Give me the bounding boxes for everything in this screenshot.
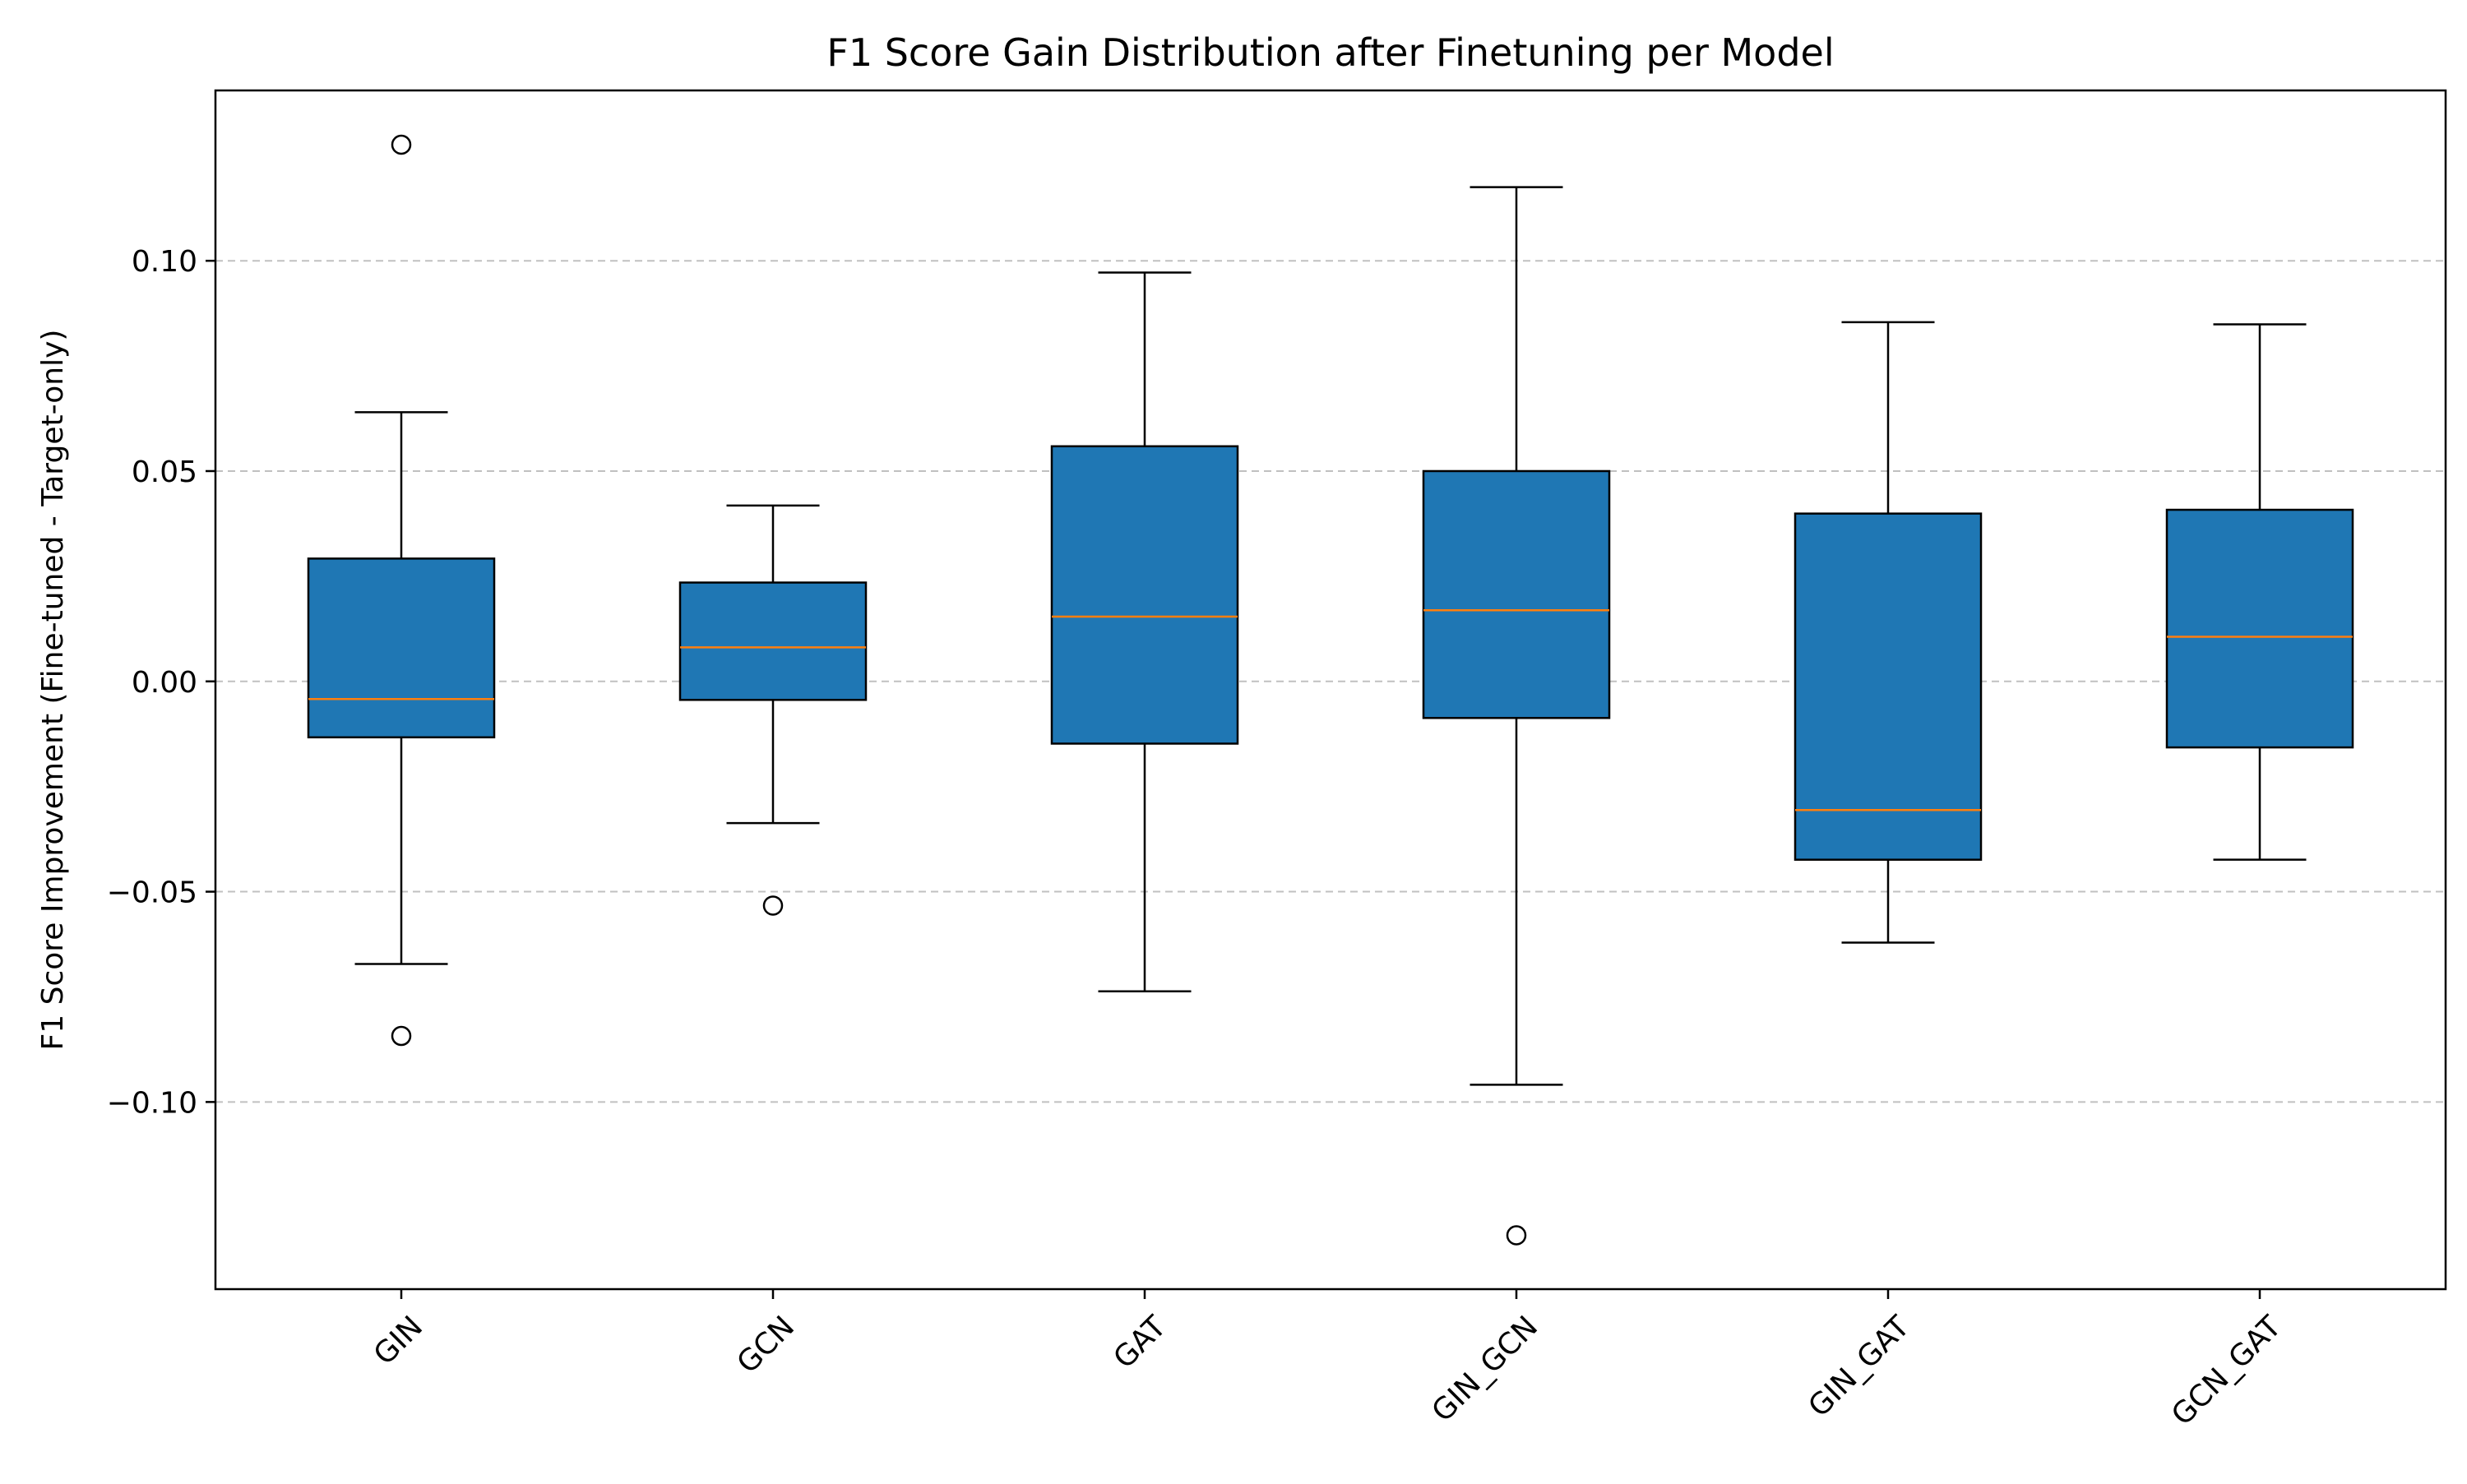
y-tick-label: −0.05 [107,876,197,910]
outlier-point [1506,1225,1527,1246]
box-iqr [1050,445,1239,745]
x-tick-label: GAT [1107,1309,1173,1375]
y-tick-label: 0.00 [132,666,197,700]
x-axis-ticks: GIN GCN GAT GIN_GCN GIN_GAT GCN_GAT [368,1289,2289,1432]
box-iqr [307,557,496,739]
box-iqr [2165,508,2354,749]
box-group [1794,321,1983,944]
x-tick-label: GCN_GAT [2165,1309,2289,1432]
outlier-point [391,134,412,155]
box-group [307,134,496,1047]
grid-lines [215,260,2446,1103]
y-tick-label: −0.10 [107,1086,197,1120]
box-iqr [678,581,868,701]
y-tick-label: 0.05 [132,455,197,489]
y-axis-label: F1 Score Improvement (Fine-tuned - Targe… [36,330,70,1051]
box-group [1050,271,1239,993]
box-iqr [1422,469,1611,719]
x-tick-label: GIN_GCN [1426,1310,1545,1429]
box-series [307,134,2354,1246]
box-iqr [1794,512,1983,861]
x-tick-label: GIN [368,1310,429,1371]
outlier-point [762,895,784,916]
y-tick-label: 0.10 [132,245,197,279]
box-group [678,504,868,916]
box-group [2165,323,2354,861]
box-group [1422,186,1611,1246]
plot-frame [214,89,2447,1291]
y-axis-ticks: −0.10 −0.05 0.00 0.05 0.10 [107,245,215,1120]
chart-title: F1 Score Gain Distribution after Finetun… [826,30,1834,75]
x-tick-label: GIN_GAT [1802,1309,1916,1423]
outlier-point [391,1025,412,1047]
x-tick-label: GCN [731,1310,802,1380]
